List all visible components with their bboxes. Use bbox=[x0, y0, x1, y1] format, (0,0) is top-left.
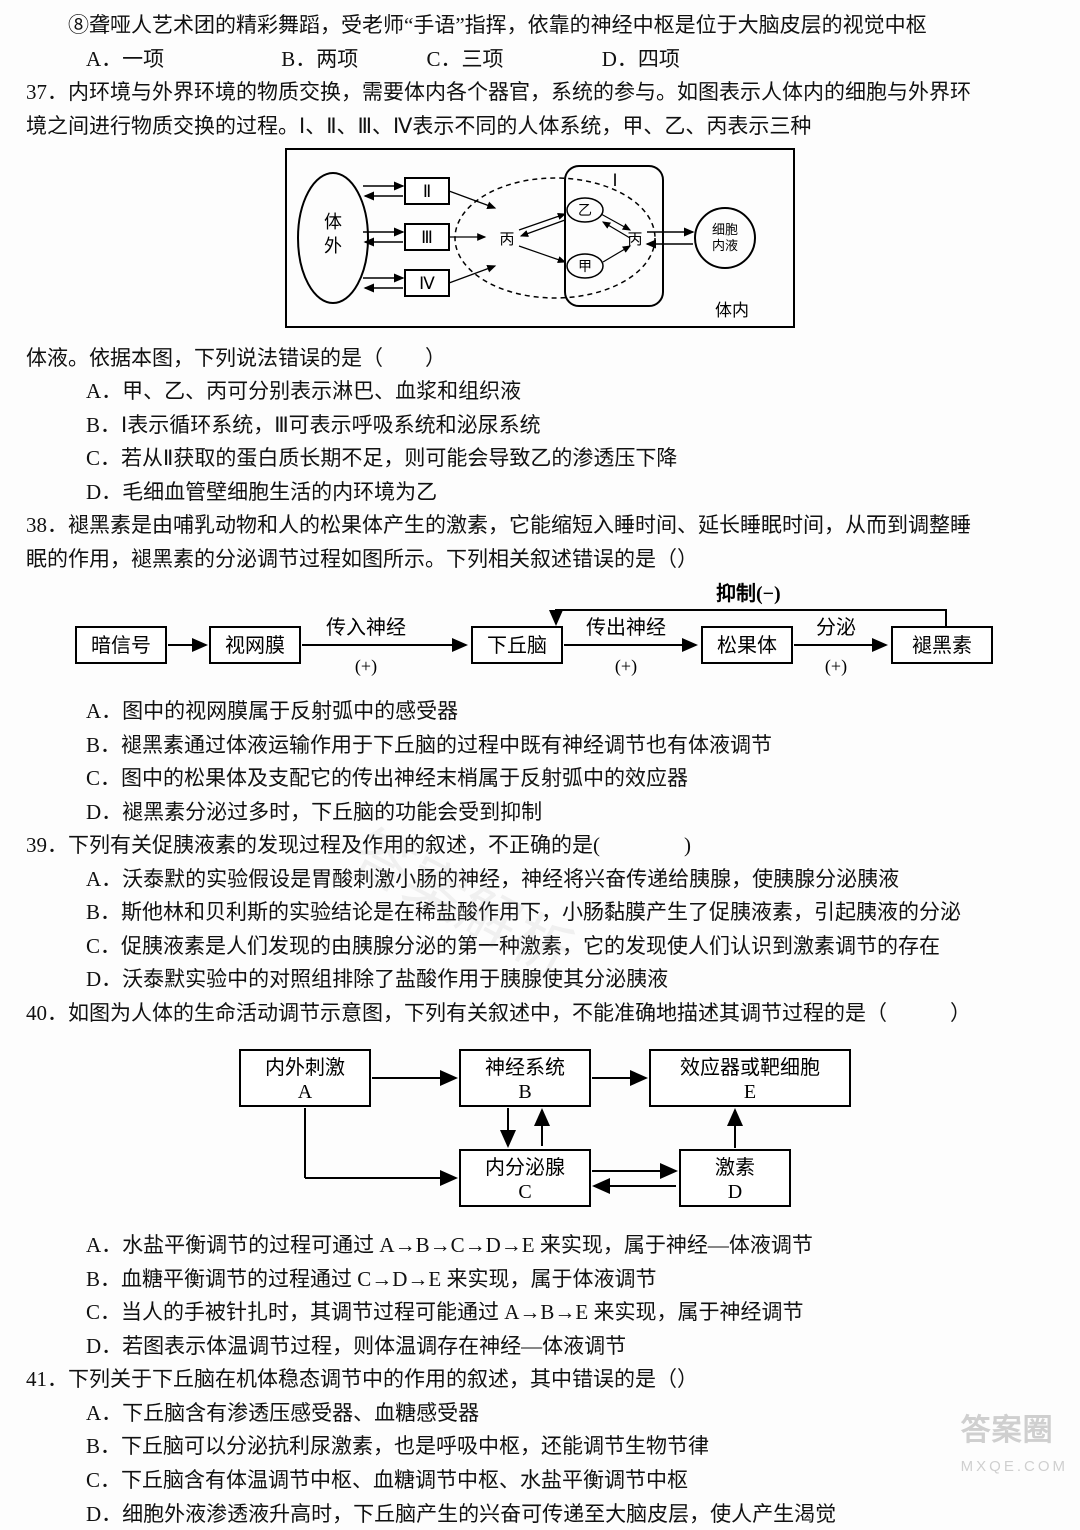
q39-optB: B．斯他林和贝利斯的实验结论是在稀盐酸作用下，小肠黏膜产生了促胰液素，引起胰液的… bbox=[26, 896, 1054, 929]
svg-text:内外刺激: 内外刺激 bbox=[265, 1056, 345, 1079]
q40-optD: D．若图表示体温调节过程，则体温调存在神经—体液调节 bbox=[26, 1330, 1054, 1363]
svg-text:松果体: 松果体 bbox=[717, 634, 777, 657]
q40-optA: A．水盐平衡调节的过程可通过 A→B→C→D→E 来实现，属于神经—体液调节 bbox=[26, 1229, 1054, 1262]
q41-optA: A．下丘脑含有渗透压感受器、血糖感受器 bbox=[26, 1397, 1054, 1430]
q36-optA: A．一项 bbox=[86, 43, 276, 76]
svg-text:E: E bbox=[744, 1081, 756, 1103]
svg-text:Ⅰ: Ⅰ bbox=[612, 171, 617, 190]
svg-text:乙: 乙 bbox=[578, 203, 592, 219]
svg-text:神经系统: 神经系统 bbox=[485, 1056, 565, 1079]
q36-options: A．一项 B．两项 C．三项 D．四项 bbox=[26, 43, 1054, 76]
q38-optD: D．褪黑素分泌过多时，下丘脑的功能会受到抑制 bbox=[26, 796, 1054, 829]
q36-optD: D．四项 bbox=[602, 43, 680, 76]
q39-optD: D．沃泰默实验中的对照组排除了盐酸作用于胰腺使其分泌胰液 bbox=[26, 963, 1054, 996]
logo-text-big: 答案圈 bbox=[961, 1414, 1054, 1447]
q37-optB: B．Ⅰ表示循环系统，Ⅲ可表示呼吸系统和泌尿系统 bbox=[26, 409, 1054, 442]
svg-text:下丘脑: 下丘脑 bbox=[487, 634, 547, 657]
svg-text:传出神经: 传出神经 bbox=[586, 616, 666, 639]
svg-text:Ⅳ: Ⅳ bbox=[419, 274, 435, 293]
q37-line1: 37．内环境与外界环境的物质交换，需要体内各个器官，系统的参与。如图表示人体内的… bbox=[26, 76, 1054, 109]
q41-optD: D．细胞外液渗透液升高时，下丘脑产生的兴奋可传递至大脑皮层，使人产生渴觉 bbox=[26, 1498, 1054, 1530]
svg-text:激素: 激素 bbox=[715, 1156, 755, 1179]
svg-text:视网膜: 视网膜 bbox=[225, 634, 285, 657]
q38-optC: C．图中的松果体及支配它的传出神经末梢属于反射弧中的效应器 bbox=[26, 762, 1054, 795]
q41-optC: C．下丘脑含有体温调节中枢、血糖调节中枢、水盐平衡调节中枢 bbox=[26, 1464, 1054, 1497]
q39-optA: A．沃泰默的实验假设是胃酸刺激小肠的神经，神经将兴奋传递给胰腺，使胰腺分泌胰液 bbox=[26, 863, 1054, 896]
q38-line2: 眠的作用，褪黑素的分泌调节过程如图所示。下列相关叙述错误的是（） bbox=[26, 543, 1054, 576]
q39-stem: 39．下列有关促胰液素的发现过程及作用的叙述，不正确的是( ) bbox=[26, 829, 1054, 862]
svg-text:Ⅲ: Ⅲ bbox=[421, 228, 433, 247]
svg-text:效应器或靶细胞: 效应器或靶细胞 bbox=[680, 1056, 820, 1079]
q37-optC: C．若从Ⅱ获取的蛋白质长期不足，则可能会导致乙的渗透压下降 bbox=[26, 442, 1054, 475]
svg-text:A: A bbox=[298, 1081, 313, 1103]
q41-optB: B．下丘脑可以分泌抗利尿激素，也是呼吸中枢，还能调节生物节律 bbox=[26, 1430, 1054, 1463]
q37-figure: 体 外 Ⅱ Ⅲ Ⅳ Ⅰ 乙 甲 丙 丙 细胞 内液 体内 bbox=[26, 148, 1054, 338]
svg-text:(+): (+) bbox=[825, 656, 847, 677]
q37-optD: D．毛细血管壁细胞生活的内环境为乙 bbox=[26, 476, 1054, 509]
q37-optA: A．甲、乙、丙可分别表示淋巴、血浆和组织液 bbox=[26, 375, 1054, 408]
svg-text:B: B bbox=[518, 1081, 531, 1103]
svg-text:传入神经: 传入神经 bbox=[326, 616, 406, 639]
svg-text:内液: 内液 bbox=[712, 238, 738, 253]
q39-optC: C．促胰液素是人们发现的由胰腺分泌的第一种激素，它的发现使人们认识到激素调节的存… bbox=[26, 930, 1054, 963]
q38-figure: 抑制(−) 暗信号 视网膜 传入神经 (+) 下丘脑 传出神经 (+) 松果体 … bbox=[26, 582, 1054, 692]
svg-text:分泌: 分泌 bbox=[816, 616, 856, 639]
site-logo: 答案圈 MXQE.COM bbox=[961, 1408, 1068, 1478]
q38-optB: B．褪黑素通过体液运输作用于下丘脑的过程中既有神经调节也有体液调节 bbox=[26, 729, 1054, 762]
svg-text:体内: 体内 bbox=[715, 301, 749, 320]
q36-optB: B．两项 bbox=[281, 43, 421, 76]
logo-text-small: MXQE.COM bbox=[961, 1455, 1068, 1478]
svg-text:C: C bbox=[518, 1181, 531, 1203]
svg-text:外: 外 bbox=[324, 236, 342, 256]
svg-text:抑制(−): 抑制(−) bbox=[716, 582, 781, 605]
q38-optA: A．图中的视网膜属于反射弧中的感受器 bbox=[26, 695, 1054, 728]
q37-line3: 体液。依据本图，下列说法错误的是（ ） bbox=[26, 342, 1054, 375]
q36-stmt8: ⑧聋哑人艺术团的精彩舞蹈，受老师“手语”指挥，依靠的神经中枢是位于大脑皮层的视觉… bbox=[26, 9, 1054, 42]
q40-figure: 内外刺激 A 神经系统 B 效应器或靶细胞 E 内分泌腺 C 激素 D bbox=[26, 1036, 1054, 1226]
svg-text:暗信号: 暗信号 bbox=[91, 634, 151, 657]
svg-text:内分泌腺: 内分泌腺 bbox=[485, 1156, 565, 1179]
q40-optC: C．当人的手被针扎时，其调节过程可能通过 A→B→E 来实现，属于神经调节 bbox=[26, 1296, 1054, 1329]
q37-line2: 境之间进行物质交换的过程。Ⅰ、Ⅱ、Ⅲ、Ⅳ表示不同的人体系统，甲、乙、丙表示三种 bbox=[26, 110, 1054, 143]
svg-text:褪黑素: 褪黑素 bbox=[912, 634, 972, 657]
svg-text:Ⅱ: Ⅱ bbox=[423, 182, 431, 201]
q41-stem: 41．下列关于下丘脑在机体稳态调节中的作用的叙述，其中错误的是（） bbox=[26, 1363, 1054, 1396]
q36-optC: C．三项 bbox=[427, 43, 597, 76]
q38-line1: 38．褪黑素是由哺乳动物和人的松果体产生的激素，它能缩短入睡时间、延长睡眠时间，… bbox=[26, 509, 1054, 542]
svg-text:体: 体 bbox=[324, 212, 342, 232]
svg-text:细胞: 细胞 bbox=[712, 222, 738, 237]
q40-optB: B．血糖平衡调节的过程通过 C→D→E 来实现，属于体液调节 bbox=[26, 1263, 1054, 1296]
svg-text:丙: 丙 bbox=[499, 232, 514, 248]
q40-stem: 40．如图为人体的生命活动调节示意图，下列有关叙述中，不能准确地描述其调节过程的… bbox=[26, 997, 1054, 1030]
svg-text:(+): (+) bbox=[355, 656, 377, 677]
svg-text:(+): (+) bbox=[615, 656, 637, 677]
svg-text:甲: 甲 bbox=[578, 260, 592, 275]
svg-text:D: D bbox=[728, 1181, 742, 1203]
